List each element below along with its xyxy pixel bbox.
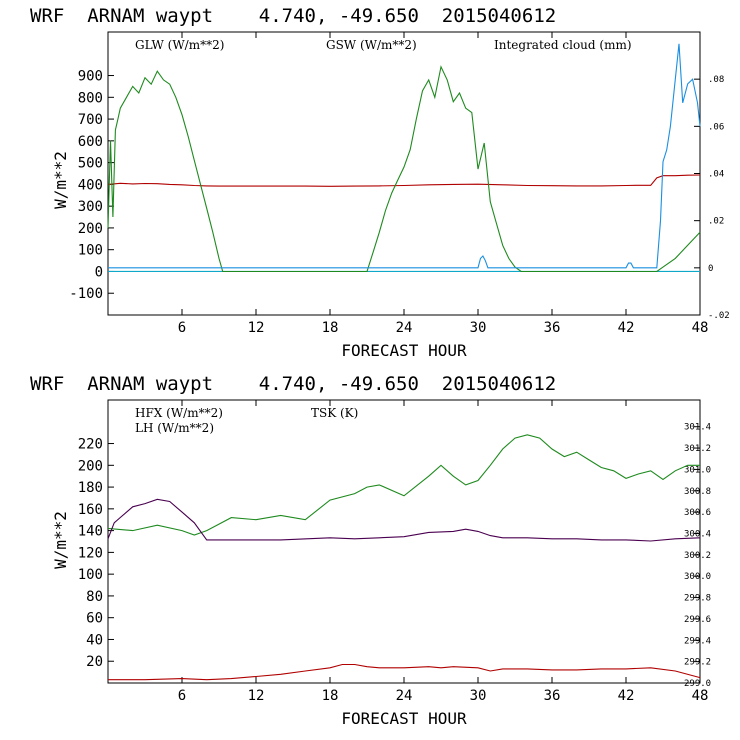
x-tick-label: 36 xyxy=(544,320,561,336)
y-tick-label: 0 xyxy=(95,264,103,280)
y2-tick-label: 300.8 xyxy=(684,487,711,497)
x-tick-label: 24 xyxy=(396,688,413,704)
top-plot-area: 6 12 18 24 30 36 42 48 -100 0 100 200 300 400 500 600 70… xyxy=(69,32,730,336)
series-line-hfx xyxy=(108,663,701,681)
y2-tick-label: 299.6 xyxy=(684,615,711,625)
top-plot-frame xyxy=(107,31,701,316)
bottom-plot-frame xyxy=(107,399,701,684)
y2-tick-label: 299.2 xyxy=(684,658,711,668)
y-tick-label: 60 xyxy=(86,611,103,627)
x-tick-label: 48 xyxy=(692,320,709,336)
y2-tick-label: 301.2 xyxy=(684,444,711,454)
y-tick-label: 120 xyxy=(78,545,103,561)
y-tick-label: 40 xyxy=(86,632,103,648)
y-tick-label: 300 xyxy=(78,199,103,215)
x-tick-label: 48 xyxy=(692,688,709,704)
y2-tick-label: 299.0 xyxy=(684,679,711,689)
legend-gsw: GSW (W/m**2) xyxy=(326,38,417,52)
y2-tick-label: 300.4 xyxy=(684,529,711,539)
series-line-integrated xyxy=(108,43,701,269)
y-tick-label: 160 xyxy=(78,502,103,518)
y2-tick-label: .06 xyxy=(708,122,724,132)
y2-tick-label: -.02 xyxy=(708,311,730,321)
y2-tick-label: .04 xyxy=(708,170,724,180)
bottom-xlabel: FORECAST HOUR xyxy=(341,709,467,728)
y-tick-label: 100 xyxy=(78,243,103,259)
y2-tick-label: 300.2 xyxy=(684,551,711,561)
y-tick-label: 20 xyxy=(86,654,103,670)
y2-tick-label: 299.4 xyxy=(684,636,711,646)
x-tick-label: 42 xyxy=(618,320,635,336)
top-xlabel: FORECAST HOUR xyxy=(341,341,467,360)
legend-lh: LH (W/m**2) xyxy=(135,421,214,435)
bottom-ylabel: W/m**2 xyxy=(51,511,70,569)
y-tick-label: 200 xyxy=(78,458,103,474)
bottom-title: WRF ARNAM waypt 4.740, -49.650 201504061… xyxy=(30,373,556,395)
x-tick-label: 6 xyxy=(178,688,186,704)
y2-tick-label: 0 xyxy=(708,264,713,274)
y-tick-label: 200 xyxy=(78,221,103,237)
y2-tick-label: 300.0 xyxy=(684,572,711,582)
y2-tick-label: .02 xyxy=(708,217,724,227)
y-tick-label: 80 xyxy=(86,589,103,605)
y-tick-label: 600 xyxy=(78,134,103,150)
y2-tick-label: 299.8 xyxy=(684,594,711,604)
x-tick-label: 6 xyxy=(178,320,186,336)
series-line-lh xyxy=(107,434,700,536)
legend-glw: GLW (W/m**2) xyxy=(135,38,224,52)
top-ylabel: W/m**2 xyxy=(51,151,70,209)
bottom-plot-area: 6 12 18 24 30 36 42 48 20 40 60 80 100 120 140 160 180 20… xyxy=(78,400,711,704)
y-tick-label: 400 xyxy=(78,177,103,193)
top-title: WRF ARNAM waypt 4.740, -49.650 201504061… xyxy=(30,5,556,27)
y-tick-label: -100 xyxy=(69,286,103,302)
series-line-gsw xyxy=(107,65,701,273)
legend-cloud: Integrated cloud (mm) xyxy=(494,38,632,52)
x-tick-label: 12 xyxy=(248,688,265,704)
legend-tsk: TSK (K) xyxy=(311,406,358,420)
y-tick-label: 100 xyxy=(78,567,103,583)
series-line-tsk xyxy=(107,498,701,542)
x-tick-label: 18 xyxy=(322,688,339,704)
y-tick-label: 900 xyxy=(78,69,103,85)
x-tick-label: 18 xyxy=(322,320,339,336)
x-tick-label: 42 xyxy=(618,688,635,704)
x-tick-label: 36 xyxy=(544,688,561,704)
y-tick-label: 140 xyxy=(78,524,103,540)
y-tick-label: 800 xyxy=(78,90,103,106)
y2-tick-label: 301.0 xyxy=(684,465,711,475)
y2-tick-label: .08 xyxy=(708,75,724,85)
y-tick-label: 220 xyxy=(78,437,103,453)
x-tick-label: 30 xyxy=(470,688,487,704)
y-tick-label: 180 xyxy=(78,480,103,496)
x-tick-label: 12 xyxy=(248,320,265,336)
x-tick-label: 30 xyxy=(470,320,487,336)
legend-hfx: HFX (W/m**2) xyxy=(135,406,223,420)
x-tick-label: 24 xyxy=(396,320,413,336)
y2-tick-label: 301.4 xyxy=(684,423,711,433)
y2-tick-label: 300.6 xyxy=(684,508,711,518)
y-tick-label: 500 xyxy=(78,156,103,172)
series-line-glw xyxy=(107,174,701,187)
y-tick-label: 700 xyxy=(78,112,103,128)
